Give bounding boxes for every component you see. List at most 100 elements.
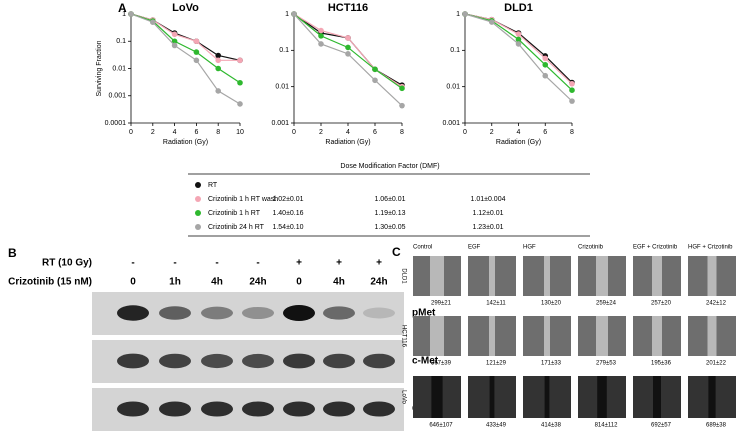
drug-dose: 0 bbox=[296, 277, 302, 288]
row-label: DLD1 bbox=[400, 268, 406, 284]
rt-sign: - bbox=[173, 258, 176, 269]
data-point bbox=[193, 57, 200, 64]
x-tick-label: 4 bbox=[517, 129, 521, 136]
data-point bbox=[171, 31, 178, 38]
legend-marker bbox=[195, 182, 201, 188]
wound-gap bbox=[707, 256, 717, 296]
data-point bbox=[569, 98, 575, 104]
x-axis-label: Radiation (Gy) bbox=[325, 139, 370, 146]
rt-sign: + bbox=[336, 258, 342, 269]
x-tick-label: 6 bbox=[194, 129, 198, 136]
y-tick-label: 0.01 bbox=[112, 65, 126, 72]
series-line bbox=[130, 13, 241, 84]
data-point bbox=[515, 41, 522, 47]
blot-band bbox=[363, 401, 395, 417]
data-point bbox=[569, 80, 575, 87]
panel-label: C bbox=[392, 245, 401, 259]
x-tick-label: 0 bbox=[129, 129, 133, 136]
y-tick-label: 1 bbox=[122, 11, 126, 18]
data-point bbox=[171, 42, 178, 49]
legend-label: Crizotinib 1 h RT bbox=[208, 210, 261, 217]
wound-gap bbox=[596, 256, 608, 296]
data-point bbox=[569, 87, 575, 93]
wound-value: 242±12 bbox=[706, 301, 727, 307]
data-point bbox=[345, 35, 351, 41]
wound-gap bbox=[489, 376, 495, 418]
wound-gap bbox=[597, 376, 607, 418]
x-tick-label: 8 bbox=[216, 129, 220, 136]
blot-band bbox=[242, 353, 274, 369]
wound-gap bbox=[430, 256, 444, 296]
drug-dose: 24h bbox=[249, 277, 266, 288]
blot-band bbox=[201, 306, 233, 320]
data-point bbox=[215, 52, 221, 59]
blot-band bbox=[159, 353, 191, 369]
x-tick-label: 2 bbox=[319, 129, 323, 136]
x-tick-label: 2 bbox=[490, 129, 494, 136]
wound-value: 692±57 bbox=[651, 423, 672, 429]
wound-gap bbox=[652, 256, 662, 296]
y-tick-label: 0.001 bbox=[442, 120, 460, 127]
data-point bbox=[193, 38, 200, 45]
data-point bbox=[318, 27, 324, 34]
y-tick-label: 0.001 bbox=[108, 93, 126, 100]
drug-label: Crizotinib (15 nM) bbox=[8, 277, 92, 288]
table-cell: 1.12±0.01 bbox=[472, 210, 503, 217]
wound-value: 299±21 bbox=[431, 301, 452, 307]
data-point bbox=[318, 41, 324, 47]
wound-value: 259±24 bbox=[596, 301, 617, 307]
data-point bbox=[237, 57, 243, 64]
blot-band bbox=[159, 401, 191, 417]
series-line bbox=[464, 13, 573, 102]
wound-gap bbox=[596, 316, 608, 356]
y-tick-label: 0.0001 bbox=[105, 120, 127, 127]
wound-gap bbox=[544, 316, 550, 356]
data-point bbox=[399, 85, 405, 92]
wound-gap bbox=[708, 376, 716, 418]
x-tick-label: 6 bbox=[373, 129, 377, 136]
panel-label: B bbox=[8, 246, 17, 260]
legend-label: RT bbox=[208, 182, 218, 189]
x-tick-label: 8 bbox=[400, 129, 404, 136]
table-cell: 1.06±0.01 bbox=[374, 196, 405, 203]
wound-value: 195±36 bbox=[651, 361, 672, 367]
band-label: pMet bbox=[412, 308, 436, 319]
wound-value: 201±22 bbox=[706, 361, 727, 367]
blot-band bbox=[201, 353, 233, 369]
y-tick-label: 0.001 bbox=[271, 120, 289, 127]
x-tick-label: 2 bbox=[151, 129, 155, 136]
data-point bbox=[215, 65, 221, 72]
blot-band bbox=[363, 307, 395, 319]
wound-value: 646±107 bbox=[429, 423, 453, 429]
data-point bbox=[542, 61, 549, 68]
chart-title: HCT116 bbox=[328, 2, 368, 14]
data-point bbox=[515, 36, 522, 43]
wound-gap bbox=[489, 316, 495, 356]
panel-label: A bbox=[118, 1, 127, 15]
legend-label: Crizotinib 24 h RT bbox=[208, 224, 265, 231]
blot-band bbox=[242, 401, 274, 417]
data-point bbox=[237, 101, 243, 107]
rt-sign: + bbox=[296, 258, 302, 269]
blot-band bbox=[323, 353, 355, 369]
series-line bbox=[464, 13, 573, 91]
data-point bbox=[372, 66, 378, 73]
wound-value: 279±53 bbox=[596, 361, 617, 367]
table-cell: 1.54±0.10 bbox=[272, 224, 303, 231]
data-point bbox=[515, 31, 522, 37]
wound-gap bbox=[431, 376, 443, 418]
wound-gap bbox=[544, 256, 550, 296]
drug-dose: 4h bbox=[211, 277, 223, 288]
drug-dose: 24h bbox=[370, 277, 387, 288]
blot-band bbox=[283, 305, 315, 321]
table-cell: 1.02±0.01 bbox=[272, 196, 303, 203]
legend-marker bbox=[195, 196, 201, 202]
table-cell: 1.23±0.01 bbox=[472, 224, 503, 231]
row-label: LoVo bbox=[400, 390, 406, 404]
x-axis-label: Radiation (Gy) bbox=[163, 139, 208, 146]
chart-title: LoVo bbox=[172, 2, 199, 14]
band-label: c-Met bbox=[412, 356, 439, 367]
row-label: HCT116 bbox=[400, 325, 406, 348]
data-point bbox=[237, 79, 243, 86]
wound-value: 433±49 bbox=[486, 423, 507, 429]
